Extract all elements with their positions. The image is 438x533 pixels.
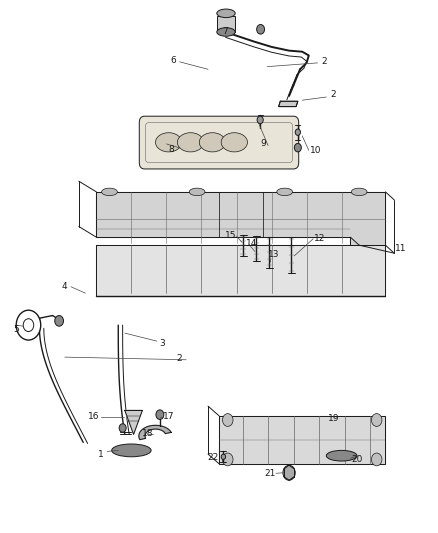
- Text: 10: 10: [310, 147, 321, 155]
- Ellipse shape: [199, 133, 226, 152]
- Ellipse shape: [177, 133, 204, 152]
- Circle shape: [16, 310, 41, 340]
- Text: 7: 7: [223, 28, 229, 36]
- Circle shape: [371, 414, 382, 426]
- Ellipse shape: [217, 28, 235, 36]
- Circle shape: [295, 129, 300, 135]
- Text: 17: 17: [163, 413, 174, 421]
- Circle shape: [221, 454, 226, 459]
- Text: 3: 3: [159, 340, 165, 348]
- Ellipse shape: [351, 188, 367, 196]
- Text: 6: 6: [170, 56, 176, 64]
- Polygon shape: [125, 410, 142, 434]
- Ellipse shape: [112, 444, 151, 457]
- Text: 20: 20: [351, 456, 363, 464]
- Circle shape: [257, 116, 263, 124]
- Text: 13: 13: [268, 251, 279, 259]
- Text: 19: 19: [328, 414, 339, 423]
- Ellipse shape: [277, 188, 293, 196]
- Text: 2: 2: [321, 57, 327, 66]
- FancyBboxPatch shape: [139, 116, 299, 169]
- Circle shape: [156, 410, 164, 419]
- Polygon shape: [219, 416, 385, 464]
- Polygon shape: [279, 101, 298, 107]
- Text: 2: 2: [330, 91, 336, 99]
- Ellipse shape: [326, 450, 357, 461]
- Circle shape: [23, 319, 34, 332]
- Circle shape: [294, 143, 301, 152]
- Circle shape: [223, 453, 233, 466]
- Text: 8: 8: [168, 145, 174, 154]
- Ellipse shape: [221, 133, 247, 152]
- Circle shape: [55, 316, 64, 326]
- Circle shape: [119, 424, 126, 432]
- Text: 22: 22: [208, 453, 219, 462]
- Text: 9: 9: [260, 140, 266, 148]
- Text: 2: 2: [177, 354, 182, 362]
- Text: 16: 16: [88, 413, 100, 421]
- Polygon shape: [139, 425, 171, 440]
- Ellipse shape: [155, 133, 182, 152]
- Text: 11: 11: [395, 245, 406, 253]
- Text: 21: 21: [264, 469, 276, 478]
- Circle shape: [223, 414, 233, 426]
- Text: 15: 15: [225, 231, 236, 240]
- Polygon shape: [96, 245, 385, 296]
- Text: 4: 4: [62, 282, 67, 291]
- Circle shape: [257, 25, 265, 34]
- Text: 12: 12: [314, 234, 325, 243]
- Text: 5: 5: [14, 325, 20, 334]
- Ellipse shape: [189, 188, 205, 196]
- Circle shape: [283, 465, 295, 480]
- Bar: [217, 16, 235, 32]
- Polygon shape: [96, 192, 385, 245]
- Text: 14: 14: [246, 239, 258, 248]
- Ellipse shape: [217, 9, 235, 18]
- Text: 1: 1: [98, 450, 104, 458]
- Circle shape: [371, 453, 382, 466]
- Text: 18: 18: [142, 430, 154, 438]
- Ellipse shape: [102, 188, 117, 196]
